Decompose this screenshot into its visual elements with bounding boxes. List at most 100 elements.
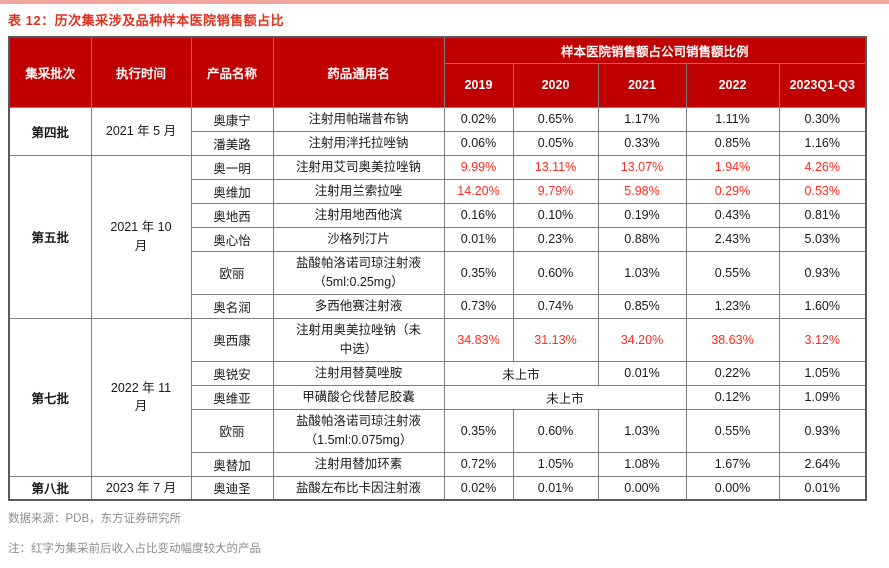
product-name-cell: 欧丽 [190,408,274,453]
value-cell: 0.35% [443,408,514,453]
generic-name-cell: 注射用替加环素 [272,451,445,477]
value-cell: 1.09% [778,384,867,410]
value-cell: 2.64% [778,451,867,477]
value-cell: 4.26% [778,154,867,180]
product-name-cell: 奥迪圣 [190,475,274,501]
value-cell: 0.81% [778,202,867,228]
value-cell: 0.30% [778,106,867,132]
value-cell: 0.74% [512,293,599,319]
value-cell: 1.05% [512,451,599,477]
exec-time-cell: 2021 年 10 月 [90,154,192,319]
batch-cell: 第七批 [8,317,92,477]
data-source-note: 数据来源：PDB，东方证券研究所 [8,513,182,525]
value-cell: 0.01% [778,475,867,501]
value-cell: 0.60% [512,250,599,295]
product-name-cell: 欧丽 [190,250,274,295]
value-cell: 5.98% [597,178,687,204]
batch-cell: 第八批 [8,475,92,501]
value-cell: 0.29% [685,178,780,204]
col-header-product: 产品名称 [190,36,274,108]
generic-name-cell: 注射用地西他滨 [272,202,445,228]
table-footer: 数据来源：PDB，东方证券研究所 注：红字为集采前后收入占比变动幅度较大的产品 [8,510,889,556]
product-name-cell: 奥一明 [190,154,274,180]
table-row: 第七批 2022 年 11 月奥西康 注射用奥美拉唑钠（未 中选） 34.83% 31.… [8,317,867,477]
table-row: 第四批 2021 年 5 月奥康宁 注射用帕瑞昔布钠 0.02% 0.65% 1.17% 1… [8,106,867,156]
table-body: 第四批 2021 年 5 月奥康宁 注射用帕瑞昔布钠 0.02% 0.65% 1.17% 1… [8,106,867,501]
value-cell: 0.73% [443,293,514,319]
value-cell: 0.01% [443,226,514,252]
table-row: 第五批 2021 年 10 月奥一明 注射用艾司奥美拉唑钠 9.99% 13.11% 13… [8,154,867,319]
product-name-cell: 奥替加 [190,451,274,477]
col-header-year-2020: 2020 [512,62,599,108]
col-header-year-2022: 2022 [685,62,780,108]
value-cell: 13.07% [597,154,687,180]
value-cell: 1.94% [685,154,780,180]
table-row: 第八批 2023 年 7 月奥迪圣 盐酸左布比卡因注射液 0.02% 0.01% 0.00… [8,475,867,501]
value-cell: 0.85% [597,293,687,319]
value-cell: 31.13% [512,317,599,362]
value-cell: 0.65% [512,106,599,132]
value-cell: 0.43% [685,202,780,228]
generic-name-cell: 沙格列汀片 [272,226,445,252]
value-cell: 0.88% [597,226,687,252]
value-cell: 1.08% [597,451,687,477]
value-cell: 0.02% [443,475,514,501]
table-row: 奥锐安 注射用替莫唑胺 未上市 0.01% 0.22% 1.05% [9,360,867,386]
value-cell: 0.93% [778,250,867,295]
value-cell: 0.55% [685,408,780,453]
product-name-cell: 奥地西 [190,202,274,228]
value-cell: 1.03% [597,408,687,453]
value-cell: 0.06% [443,130,514,156]
value-cell: 未上市 [443,360,599,386]
product-name-cell: 奥心怡 [190,226,274,252]
table-row: 欧丽 盐酸帕洛诺司琼注射液 （5ml:0.25mg） 0.35% 0.60% 1.03%… [9,250,867,295]
value-cell: 0.02% [443,106,514,132]
value-cell: 1.03% [597,250,687,295]
col-header-generic-name: 药品通用名 [272,36,445,108]
table-row: 潘美路 注射用泮托拉唑钠 0.06% 0.05% 0.33% 0.85% 1.16% [9,130,867,156]
value-cell: 5.03% [778,226,867,252]
product-name-cell: 奥维亚 [190,384,274,410]
col-header-year-2021: 2021 [597,62,687,108]
red-text-note: 注：红字为集采前后收入占比变动幅度较大的产品 [8,543,261,555]
generic-name-cell: 注射用艾司奥美拉唑钠 [272,154,445,180]
col-header-year-2023q1q3: 2023Q1-Q3 [778,62,867,108]
value-cell: 3.12% [778,317,867,362]
value-cell: 0.35% [443,250,514,295]
generic-name-cell: 盐酸帕洛诺司琼注射液 （1.5ml:0.075mg） [272,408,445,453]
value-cell: 0.12% [685,384,780,410]
value-cell: 0.19% [597,202,687,228]
col-header-year-2019: 2019 [443,62,514,108]
value-cell: 0.01% [597,360,687,386]
value-cell: 0.23% [512,226,599,252]
value-cell: 1.67% [685,451,780,477]
value-cell: 0.05% [512,130,599,156]
generic-name-cell: 注射用兰索拉唑 [272,178,445,204]
value-cell: 9.79% [512,178,599,204]
value-cell: 0.16% [443,202,514,228]
generic-name-cell: 多西他赛注射液 [272,293,445,319]
col-header-exec-time: 执行时间 [90,36,192,108]
generic-name-cell: 甲磺酸仑伐替尼胶囊 [272,384,445,410]
table-row: 奥地西 注射用地西他滨 0.16% 0.10% 0.19% 0.43% 0.81% [9,202,867,228]
generic-name-cell: 注射用帕瑞昔布钠 [272,106,445,132]
value-cell: 0.55% [685,250,780,295]
value-cell: 0.01% [512,475,599,501]
value-cell: 0.72% [443,451,514,477]
top-accent-bar [0,0,889,4]
value-cell: 0.53% [778,178,867,204]
value-cell: 9.99% [443,154,514,180]
generic-name-cell: 盐酸左布比卡因注射液 [272,475,445,501]
product-name-cell: 奥康宁 [190,106,274,132]
value-cell: 0.33% [597,130,687,156]
product-name-cell: 奥西康 [190,317,274,362]
product-name-cell: 奥锐安 [190,360,274,386]
value-cell: 0.22% [685,360,780,386]
exec-time-cell: 2023 年 7 月 [90,475,192,501]
value-cell: 38.63% [685,317,780,362]
header-row-years: 2019 2020 2021 2022 2023Q1-Q3 [9,62,867,108]
value-cell: 34.83% [443,317,514,362]
exec-time-cell: 2022 年 11 月 [90,317,192,477]
product-name-cell: 奥维加 [190,178,274,204]
value-cell: 0.85% [685,130,780,156]
